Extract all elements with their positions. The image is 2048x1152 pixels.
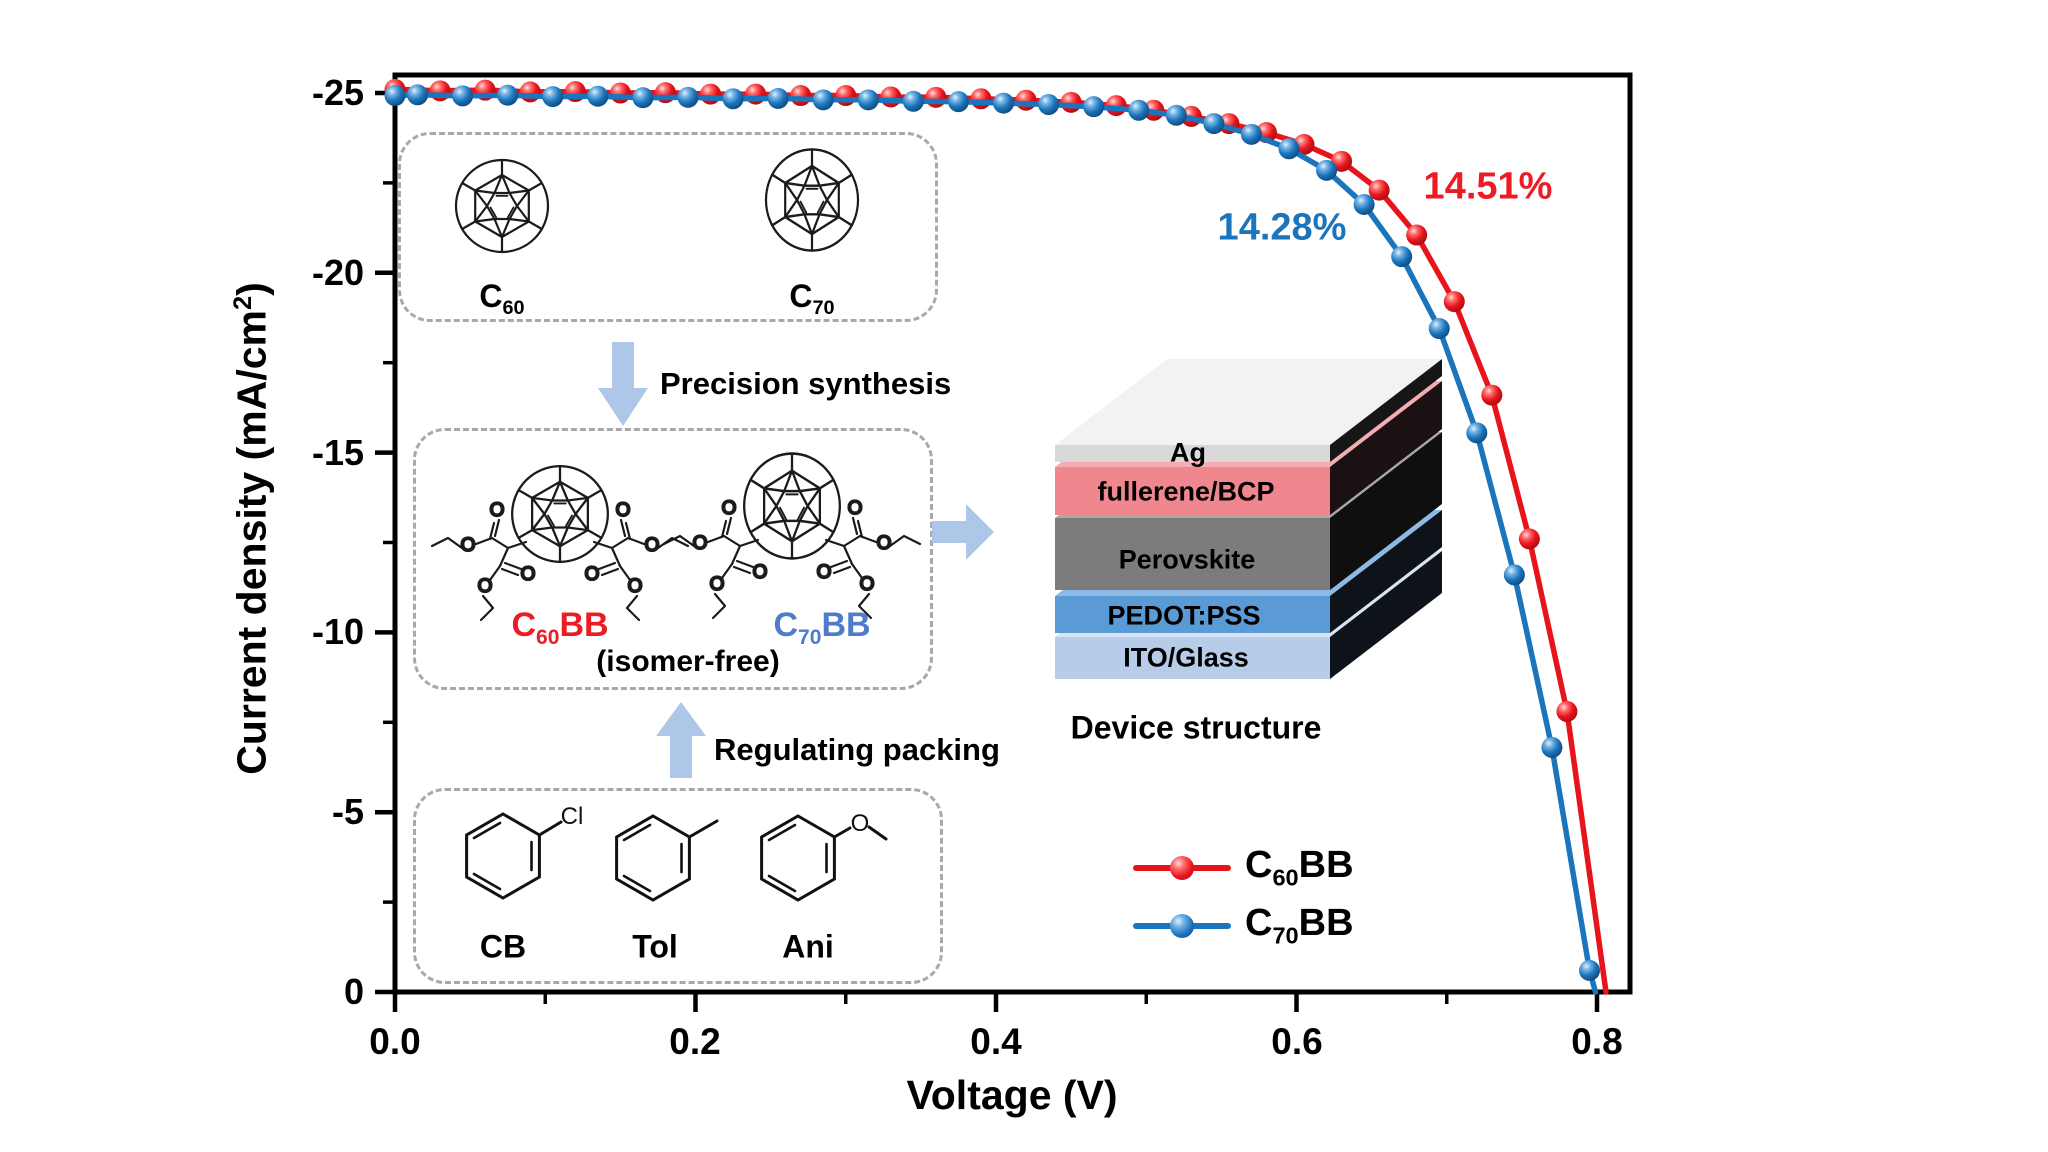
legend-line-blue bbox=[1133, 914, 1231, 938]
legend-marker-blue-sphere bbox=[1170, 914, 1194, 938]
chlorobenzene-structure-drawing: Cl bbox=[465, 803, 583, 900]
legend-item-c70bb: C70BB bbox=[1133, 902, 1354, 949]
c60bb-label: C60BB bbox=[511, 606, 609, 649]
layer-label-ag: Ag bbox=[1170, 437, 1206, 468]
anisole-structure-drawing: O bbox=[760, 810, 888, 902]
device-structure-caption: Device structure bbox=[1070, 709, 1322, 746]
bb-derivatives-box bbox=[413, 428, 933, 690]
tol-label: Tol bbox=[632, 928, 678, 965]
x-tick-label: 0.6 bbox=[1271, 1021, 1323, 1062]
layer-label-pedot-pss: PEDOT:PSS bbox=[1107, 600, 1261, 631]
fullerene-precursors-box bbox=[398, 132, 938, 322]
y-tick-label: -20 bbox=[311, 252, 364, 293]
c70-structure-drawing bbox=[764, 148, 860, 252]
y-axis-title: Current density (mA/cm2) bbox=[228, 282, 275, 775]
arrow-down-icon bbox=[598, 342, 648, 426]
legend-marker-red-sphere bbox=[1170, 856, 1194, 880]
precision-synthesis-label: Precision synthesis bbox=[660, 366, 952, 401]
x-tick-label: 0.4 bbox=[970, 1021, 1022, 1062]
oxygen-atom-label: O bbox=[851, 810, 870, 837]
legend-line-red bbox=[1133, 856, 1231, 880]
y-tick-label: -15 bbox=[311, 432, 364, 473]
x-axis-title: Voltage (V) bbox=[906, 1072, 1118, 1118]
c70bb-label: C70BB bbox=[773, 606, 871, 649]
toluene-structure-drawing bbox=[615, 814, 719, 902]
cb-label: CB bbox=[479, 928, 527, 965]
arrow-up-icon bbox=[656, 702, 706, 778]
c70bb-structure-drawing bbox=[662, 452, 922, 620]
legend-label-c60bb: C60BB bbox=[1245, 844, 1354, 891]
chlorine-atom-label: Cl bbox=[561, 803, 584, 830]
x-tick-label: 0.0 bbox=[369, 1021, 421, 1062]
c60bb-structure-drawing bbox=[430, 465, 690, 622]
isomer-free-note: (isomer-free) bbox=[596, 645, 780, 678]
c60-structure-drawing bbox=[454, 158, 550, 254]
x-tick-label: 0.2 bbox=[669, 1021, 721, 1062]
layer-label-perovskite: Perovskite bbox=[1118, 544, 1256, 575]
c70-label: C70 bbox=[789, 277, 835, 320]
y-tick-label: -25 bbox=[311, 72, 364, 113]
device-stack-drawing bbox=[1055, 359, 1442, 679]
y-tick-label: -5 bbox=[331, 791, 364, 832]
legend-item-c60bb: C60BB bbox=[1133, 844, 1354, 891]
efficiency-label-c60bb: 14.51% bbox=[1423, 165, 1553, 208]
x-tick-label: 0.8 bbox=[1571, 1021, 1623, 1062]
y-tick-label: -10 bbox=[311, 611, 364, 652]
y-tick-label: 0 bbox=[343, 971, 364, 1012]
regulating-packing-label: Regulating packing bbox=[714, 732, 1000, 767]
solvents-box bbox=[413, 788, 943, 984]
arrow-right-icon bbox=[932, 504, 994, 560]
layer-label-fullerene-bcp: fullerene/BCP bbox=[1097, 476, 1275, 507]
c60-label: C60 bbox=[479, 277, 525, 320]
ani-label: Ani bbox=[782, 928, 834, 965]
layer-label-ito-glass: ITO/Glass bbox=[1123, 642, 1249, 673]
efficiency-label-c70bb: 14.28% bbox=[1217, 206, 1347, 249]
legend-label-c70bb: C70BB bbox=[1245, 902, 1354, 949]
